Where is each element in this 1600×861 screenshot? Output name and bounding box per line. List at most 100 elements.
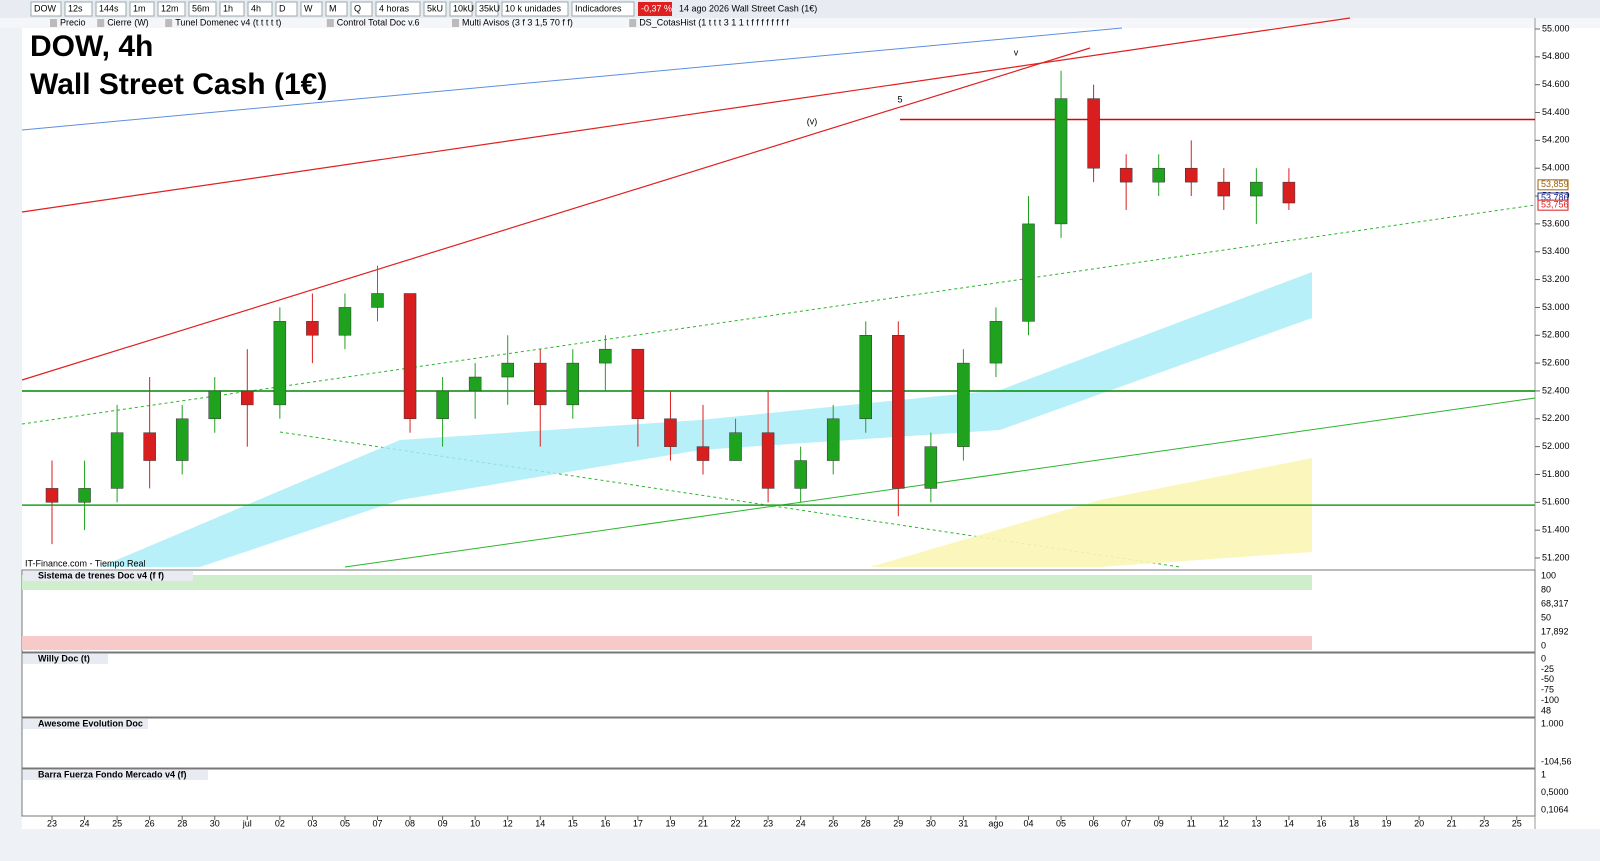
toolbar-button[interactable] (300, 1, 323, 17)
toolbar-button[interactable] (475, 1, 499, 17)
x-tick-label: 30 (210, 818, 220, 828)
panel-axis-label: 50 (1541, 612, 1551, 622)
toolbar-label[interactable]: W (304, 3, 313, 13)
legend-item[interactable]: Control Total Doc v.6 (337, 17, 420, 27)
toolbar-button[interactable] (30, 1, 62, 17)
trend-lines (21, 17, 1536, 568)
candle-body (371, 293, 384, 308)
legend-swatch[interactable] (97, 19, 105, 27)
candle-body (664, 418, 677, 447)
legend-item[interactable]: Tunel Domenec v4 (t t t t t) (175, 17, 281, 27)
toolbar-label[interactable]: D (279, 3, 286, 13)
toolbar-button[interactable] (325, 1, 348, 17)
panel-axis-label: 0 (1541, 653, 1546, 663)
panel-title: Sistema de trenes Doc v4 (f f) (38, 570, 164, 580)
x-tick-label: jul (242, 818, 252, 828)
toolbar-label[interactable]: 144s (99, 3, 119, 13)
price-label-box (1537, 179, 1569, 191)
toolbar-label[interactable]: 10kU (453, 3, 474, 13)
candle-body (1185, 167, 1198, 183)
panel-title: Willy Doc (t) (38, 653, 90, 663)
legend-item[interactable]: Precio (60, 17, 86, 27)
toolbar-label[interactable]: Indicadores (575, 3, 622, 13)
chart-subtitle: Wall Street Cash (1€) (30, 68, 327, 101)
toolbar-button[interactable] (129, 1, 155, 17)
candle-body (403, 293, 417, 420)
toolbar-label[interactable]: Q (354, 3, 361, 13)
panel-title: Barra Fuerza Fondo Mercado v4 (f) (38, 769, 187, 779)
source: IT-Finance.com - Tiempo Real (25, 558, 146, 568)
panel-axis-label: 100 (1541, 570, 1556, 580)
candle-body (859, 335, 872, 420)
toolbar-button[interactable] (449, 1, 473, 17)
candle-body (241, 390, 254, 406)
legend-swatch[interactable] (165, 19, 173, 27)
legend-item[interactable]: DS_CotasHist (1 t t t 3 1 1 t f f f f f … (639, 17, 789, 27)
toolbar-label[interactable]: 12s (68, 3, 83, 13)
candle-body (1087, 98, 1100, 169)
legend-swatch[interactable] (326, 19, 334, 27)
legend-swatch[interactable] (50, 19, 57, 27)
toolbar-label[interactable]: M (329, 3, 337, 13)
toolbar-label[interactable]: 4 horas (379, 3, 410, 13)
legend-item[interactable]: Multi Avisos (3 f 3 1,5 70 f f) (462, 17, 573, 27)
x-tick-label: 11 (1187, 818, 1196, 828)
toolbar-label[interactable]: 12m (161, 3, 179, 13)
y-tick-label: 51.200 (1542, 552, 1570, 562)
y-tick-label: 53.000 (1542, 302, 1570, 312)
toolbar-button[interactable] (64, 1, 93, 17)
x-tick-label: 12 (503, 818, 513, 828)
price-label: 53,756 (1541, 200, 1569, 210)
panel-header (23, 654, 108, 664)
toolbar-label[interactable]: 35kU (479, 3, 500, 13)
x-tick-label: 23 (1479, 818, 1489, 828)
y-tick-label: 54.000 (1542, 163, 1570, 173)
x-tick-label: 14 (535, 818, 545, 828)
candle-body (1119, 167, 1133, 183)
toolbar-label[interactable]: 5kU (427, 3, 443, 13)
toolbar-label[interactable]: 1h (223, 3, 233, 13)
y-tick-label: 52.800 (1542, 330, 1570, 340)
toolbar-button[interactable] (188, 1, 217, 17)
x-tick-label: 28 (177, 818, 187, 828)
x-tick-label: 13 (1251, 818, 1261, 828)
y-tick-label: 52.400 (1542, 385, 1570, 395)
toolbar-button[interactable] (247, 1, 273, 17)
legend-swatch[interactable] (452, 19, 459, 27)
annotation: 5 (897, 94, 902, 104)
toolbar-label[interactable]: DOW (34, 3, 57, 13)
candle-body (1250, 181, 1263, 197)
toolbar-button[interactable] (350, 1, 373, 17)
candle-body (631, 348, 645, 420)
legend-swatch[interactable] (629, 19, 637, 27)
toolbar-label[interactable]: 4h (251, 3, 261, 13)
legend-item[interactable]: Cierre (W) (107, 17, 149, 27)
toolbar-button[interactable] (95, 1, 127, 17)
toolbar-button[interactable] (157, 1, 186, 17)
x-tick-label: 07 (1121, 818, 1131, 828)
x-tick-label: 12 (1219, 818, 1229, 828)
y-tick-label: 53.400 (1542, 246, 1570, 256)
toolbar-button[interactable] (501, 1, 569, 17)
chart-title: DOW, 4h (30, 30, 153, 63)
candle-body (826, 418, 840, 461)
toolbar-label[interactable]: 56m (192, 3, 210, 13)
x-tick-label: 25 (1512, 818, 1522, 828)
y-tick-label: 52.200 (1542, 413, 1570, 423)
toolbar-button[interactable] (375, 1, 421, 17)
toolbar-button[interactable] (275, 1, 298, 17)
x-tick-label: 24 (80, 818, 90, 828)
y-tick-label: 54.200 (1542, 135, 1570, 145)
toolbar-label[interactable]: 1m (133, 3, 146, 13)
x-tick-label: 15 (568, 818, 578, 828)
candle-body (110, 432, 124, 489)
y-tick-label: 52.000 (1542, 441, 1570, 451)
candle-body (273, 321, 287, 406)
panel-axis-label: 0,1064 (1541, 804, 1569, 814)
toolbar-button[interactable] (219, 1, 245, 17)
candle-body (729, 432, 742, 461)
toolbar-label[interactable]: 10 k unidades (505, 3, 562, 13)
candle-body (1054, 98, 1068, 225)
toolbar-button[interactable] (571, 1, 635, 17)
toolbar-button[interactable] (423, 1, 447, 17)
